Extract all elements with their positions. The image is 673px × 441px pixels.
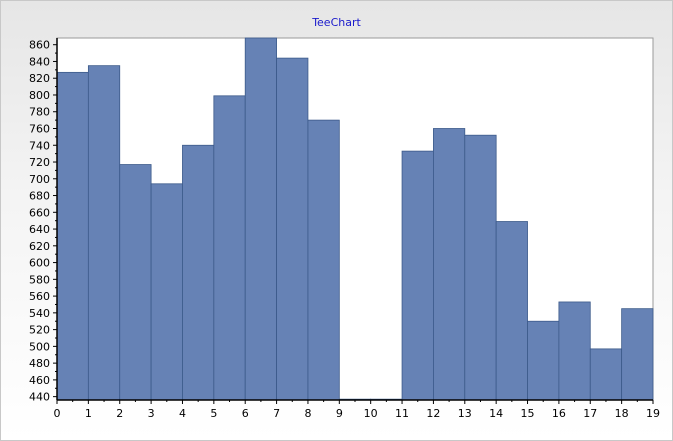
y-tick-label: 740 — [29, 139, 50, 152]
y-tick-label: 720 — [29, 156, 50, 169]
bar-5 — [213, 95, 246, 401]
y-tick-label: 660 — [29, 206, 50, 219]
y-tick-label: 760 — [29, 123, 50, 136]
x-tick-label: 17 — [583, 407, 597, 420]
y-tick-label: 840 — [29, 55, 50, 68]
y-tick-label: 620 — [29, 240, 50, 253]
bars-group — [56, 37, 654, 401]
bar-6 — [244, 37, 277, 401]
bar-14 — [495, 221, 528, 401]
x-tick-label: 16 — [552, 407, 566, 420]
x-tick-label: 13 — [458, 407, 472, 420]
y-tick-label: 600 — [29, 257, 50, 270]
y-tick-label: 540 — [29, 307, 50, 320]
axis-lines — [56, 38, 653, 401]
x-tick-label: 4 — [179, 407, 186, 420]
bar-3 — [150, 183, 183, 401]
y-tick-label: 780 — [29, 106, 50, 119]
bar-18 — [621, 308, 654, 401]
x-tick-label: 15 — [521, 407, 535, 420]
x-tick-label: 3 — [148, 407, 155, 420]
x-tick-label: 14 — [489, 407, 503, 420]
bar-13 — [464, 134, 497, 401]
y-tick-label: 800 — [29, 89, 50, 102]
x-tick-label: 11 — [395, 407, 409, 420]
x-tick-label: 5 — [210, 407, 217, 420]
bar-11 — [401, 150, 434, 401]
x-tick-label: 0 — [54, 407, 61, 420]
bar-2 — [119, 164, 152, 401]
bar-17 — [589, 348, 623, 401]
x-tick-label: 19 — [646, 407, 660, 420]
y-tick-label: 680 — [29, 190, 50, 203]
x-tick-label: 18 — [615, 407, 629, 420]
bar-12 — [433, 128, 466, 401]
y-tick-label: 560 — [29, 290, 50, 303]
y-tick-label: 480 — [29, 357, 50, 370]
y-axis: 440 460 480 500 520 540 560 580 600 620 640 660 680 7… — [29, 39, 57, 404]
y-tick-label: 520 — [29, 324, 50, 337]
x-tick-label: 8 — [304, 407, 311, 420]
y-tick-label: 640 — [29, 223, 50, 236]
x-tick-label: 2 — [116, 407, 123, 420]
x-tick-label: 6 — [242, 407, 249, 420]
y-tick-label: 440 — [29, 391, 50, 404]
bar-7 — [276, 57, 309, 401]
y-tick-label: 700 — [29, 173, 50, 186]
y-tick-label: 820 — [29, 72, 50, 85]
bar-4 — [182, 144, 215, 401]
x-tick-label: 1 — [85, 407, 92, 420]
bar-8 — [307, 119, 340, 401]
y-tick-label: 580 — [29, 273, 50, 286]
bar-15 — [527, 320, 560, 401]
y-tick-label: 500 — [29, 340, 50, 353]
bar-0 — [56, 71, 89, 401]
x-tick-label: 10 — [364, 407, 378, 420]
bar-1 — [87, 65, 121, 401]
x-tick-label: 12 — [426, 407, 440, 420]
chart-title: TeeChart — [312, 16, 361, 29]
x-tick-label: 9 — [336, 407, 343, 420]
y-tick-label: 860 — [29, 39, 50, 52]
bar-16 — [558, 301, 591, 401]
y-tick-label: 460 — [29, 374, 50, 387]
x-axis: 0 1 2 3 4 5 6 7 8 9 10 11 12 13 14 15 16 17 18 19 — [54, 400, 660, 420]
x-tick-label: 7 — [273, 407, 280, 420]
